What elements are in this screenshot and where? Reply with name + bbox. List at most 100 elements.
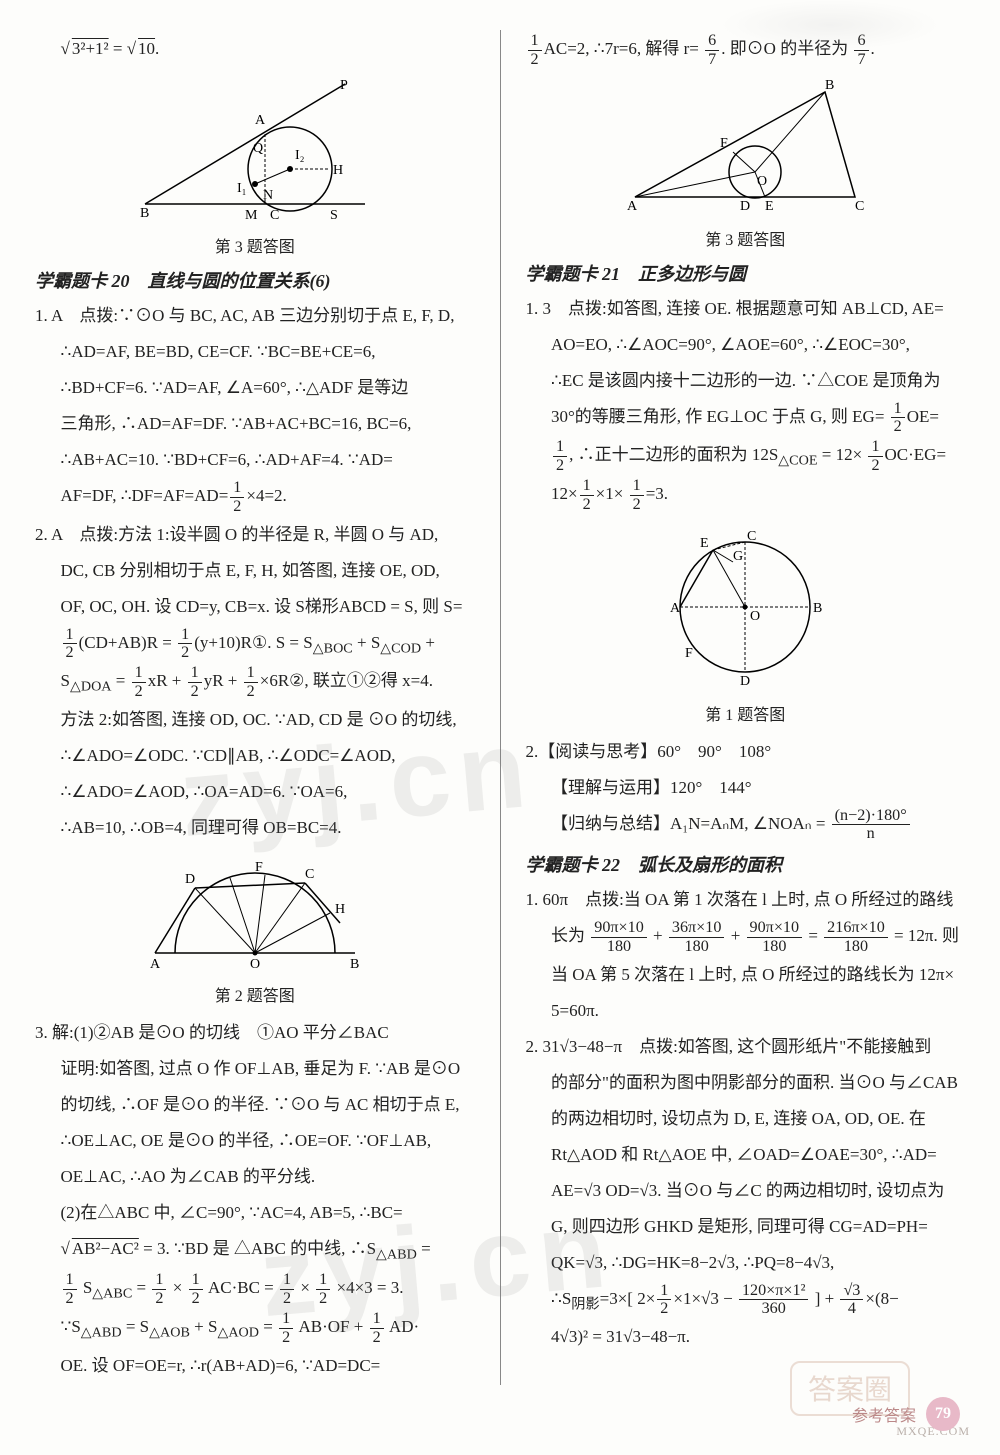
svg-text:O: O [250, 957, 260, 972]
svg-text:A: A [670, 601, 681, 616]
r21-q1-5: 12×12×1× 12=3. [526, 477, 966, 514]
svg-text:B: B [813, 601, 822, 616]
r22-q2-8: 4√3)² = 31√3−48−π. [526, 1320, 966, 1354]
svg-text:A: A [255, 113, 266, 128]
svg-text:B: B [350, 957, 359, 972]
svg-text:F: F [685, 646, 693, 661]
svg-text:C: C [305, 867, 314, 882]
caption-left-2: 第 2 题答图 [35, 982, 475, 1006]
r21-q2-2: 【归纳与总结】A₁N=AₙM, ∠NOAₙ = (n−2)·180°n [526, 807, 966, 844]
r22-q2-4: AE=√3 OD=√3. 当⊙O 与∠C 的两边相切时, 设切点为 [526, 1174, 966, 1208]
caption-right-1: 第 1 题答图 [526, 701, 966, 725]
l20-q2-7: ∴∠ADO=∠AOD, ∴OA=AD=6. ∵OA=6, [35, 775, 475, 809]
l20-q3-4: OE⊥AC, ∴AO 为∠CAB 的平分线. [35, 1160, 475, 1194]
svg-text:N: N [263, 188, 273, 203]
l20-q3-6: √AB²−AC² = 3. ∵BD 是 △ABC 的中线, ∴S△ABD = [35, 1232, 475, 1269]
l20-q1-0: 1. A 点拨:∵⊙O 与 BC, AC, AB 三边分别切于点 E, F, D… [35, 299, 475, 333]
r22-q2-5: G, 则四边形 GHKD 是矩形, 同理可得 CG=AD=PH= [526, 1210, 966, 1244]
svg-text:F: F [720, 136, 728, 151]
svg-text:H: H [333, 163, 343, 178]
svg-text:C: C [270, 208, 279, 223]
page-decoration [720, 0, 940, 50]
r21-q1-3: 30°的等腰三角形, 作 EG⊥OC 于点 G, 则 EG= 12OE= [526, 400, 966, 437]
figure-left-2: A B O D F C H [35, 853, 475, 978]
svg-text:H: H [335, 902, 345, 917]
l20-q1-4: ∴AB+AC=10. ∵BD+CF=6, ∴AD+AF=4. ∵AD= [35, 443, 475, 477]
r22-q1-3: 5=60π. [526, 994, 966, 1028]
left-column: √3²+1² = √10. P A Q I₁ I₂ H N B M [35, 30, 475, 1385]
right-column: 12AC=2, ∴7r=6, 解得 r= 67. 即⊙O 的半径为 67. A … [526, 30, 966, 1385]
l20-q3-9: OE. 设 OF=OE=r, ∴r(AB+AD)=6, ∵AD=DC= [35, 1349, 475, 1383]
page-footer: 参考答案 79 [852, 1397, 960, 1431]
svg-text:I₁: I₁ [237, 181, 247, 196]
r22-q2-7: ∴S阴影=3×[ 2×12×1×√3 − 120×π×1²360 ] + √34… [526, 1282, 966, 1319]
svg-text:P: P [340, 78, 348, 93]
page-content: √3²+1² = √10. P A Q I₁ I₂ H N B M [0, 0, 1000, 1455]
r21-q2-0: 2.【阅读与思考】60° 90° 108° [526, 735, 966, 769]
r22-q2-3: Rt△AOD 和 Rt△AOE 中, ∠OAD=∠OAE=30°, ∴AD= [526, 1138, 966, 1172]
svg-text:G: G [733, 549, 743, 564]
figure-right-3: A B C D E F O [526, 77, 966, 222]
r22-q2-0: 2. 31√3−48−π 点拨:如答图, 这个圆形纸片"不能接触到 [526, 1030, 966, 1064]
svg-text:F: F [255, 860, 263, 875]
r22-q1-2: 当 OA 第 5 次落在 l 上时, 点 O 所经过的路线长为 12π× [526, 958, 966, 992]
footer-label: 参考答案 [852, 1402, 916, 1426]
svg-text:C: C [747, 529, 756, 544]
svg-text:D: D [740, 674, 750, 689]
figure-right-1: A B C D E F G O [526, 522, 966, 697]
l20-q2-6: ∴∠ADO=∠ODC. ∵CD∥AB, ∴∠ODC=∠AOD, [35, 739, 475, 773]
r22-q2-6: QK=√3, ∴DG=HK=8−2√3, ∴PQ=8−4√3, [526, 1246, 966, 1280]
figure-left-3: P A Q I₁ I₂ H N B M C S [35, 74, 475, 229]
l20-q3-8: ∵S△ABD = S△AOB + S△AOD = 12 AB·OF + 12 A… [35, 1310, 475, 1347]
r22-q1-0: 1. 60π 点拨:当 OA 第 1 次落在 l 上时, 点 O 所经过的路线 [526, 883, 966, 917]
l20-q2-8: ∴AB=10, ∴OB=4, 同理可得 OB=BC=4. [35, 811, 475, 845]
l20-q1-5: AF=DF, ∴DF=AF=AD=12×4=2. [35, 479, 475, 516]
page-number: 79 [926, 1397, 960, 1431]
svg-text:E: E [765, 199, 774, 214]
l20-q3-0: 3. 解:(1)②AB 是⊙O 的切线 ①AO 平分∠BAC [35, 1016, 475, 1050]
r21-q1-1: AO=EO, ∴∠AOC=90°, ∠AOE=60°, ∴∠EOC=30°, [526, 328, 966, 362]
l20-q3-5: (2)在△ABC 中, ∠C=90°, ∵AC=4, AB=5, ∴BC= [35, 1196, 475, 1230]
svg-text:Q: Q [253, 141, 263, 156]
l20-q2-4: S△DOA = 12xR + 12yR + 12×6R②, 联立①②得 x=4. [35, 664, 475, 701]
l20-q1-2: ∴BD+CF=6. ∵AD=AF, ∠A=60°, ∴△ADF 是等边 [35, 371, 475, 405]
r21-q2-1: 【理解与运用】120° 144° [526, 771, 966, 805]
l20-q2-2: OF, OC, OH. 设 CD=y, CB=x. 设 S梯形ABCD = S,… [35, 590, 475, 624]
svg-text:A: A [150, 957, 161, 972]
l20-q3-2: 的切线, ∴OF 是⊙O 的半径. ∵⊙O 与 AC 相切于点 E, [35, 1088, 475, 1122]
svg-text:I₂: I₂ [295, 148, 305, 163]
expr-top-left: √3²+1² = √10. [35, 32, 475, 66]
section-20-title: 学霸题卡 20 直线与圆的位置关系(6) [35, 267, 475, 293]
l20-q1-1: ∴AD=AF, BE=BD, CE=CF. ∵BC=BE+CE=6, [35, 335, 475, 369]
svg-text:O: O [750, 609, 760, 624]
r22-q1-1: 长为 90π×10180 + 36π×10180 + 90π×10180 = 2… [526, 919, 966, 956]
svg-text:B: B [825, 78, 834, 93]
r21-q1-0: 1. 3 点拨:如答图, 连接 OE. 根据题意可知 AB⊥CD, AE= [526, 292, 966, 326]
svg-text:M: M [245, 208, 258, 223]
svg-text:C: C [855, 199, 864, 214]
l20-q2-3: 12(CD+AB)R = 12(y+10)R①. S = S△BOC + S△C… [35, 626, 475, 663]
svg-text:S: S [330, 208, 338, 223]
svg-text:A: A [627, 199, 638, 214]
l20-q2-5: 方法 2:如答图, 连接 OD, OC. ∵AD, CD 是 ⊙O 的切线, [35, 703, 475, 737]
l20-q2-0: 2. A 点拨:方法 1:设半圆 O 的半径是 R, 半圆 O 与 AD, [35, 518, 475, 552]
section-22-title: 学霸题卡 22 弧长及扇形的面积 [526, 851, 966, 877]
svg-text:O: O [757, 174, 767, 189]
caption-left-3: 第 3 题答图 [35, 233, 475, 257]
r22-q2-2: 的两边相切时, 设切点为 D, E, 连接 OA, OD, OE. 在 [526, 1102, 966, 1136]
caption-right-3: 第 3 题答图 [526, 226, 966, 250]
l20-q3-1: 证明:如答图, 过点 O 作 OF⊥AB, 垂足为 F. ∵AB 是⊙O [35, 1052, 475, 1086]
l20-q1-3: 三角形, ∴AD=AF=DF. ∵AB+AC+BC=16, BC=6, [35, 407, 475, 441]
section-21-title: 学霸题卡 21 正多边形与圆 [526, 260, 966, 286]
r21-q1-4: 12, ∴正十二边形的面积为 12S△COE = 12× 12OC·EG= [526, 438, 966, 475]
svg-text:E: E [700, 536, 709, 551]
l20-q3-7: 12 S△ABC = 12 × 12 AC·BC = 12 × 12 ×4×3 … [35, 1271, 475, 1308]
r22-q2-1: 的部分"的面积为图中阴影部分的面积. 当⊙O 与∠CAB [526, 1066, 966, 1100]
l20-q3-3: ∴OE⊥AC, OE 是⊙O 的半径, ∴OE=OF. ∵OF⊥AB, [35, 1124, 475, 1158]
l20-q2-1: DC, CB 分别相切于点 E, F, H, 如答图, 连接 OE, OD, [35, 554, 475, 588]
column-divider [500, 30, 501, 1385]
svg-text:B: B [140, 206, 149, 221]
svg-text:D: D [185, 872, 195, 887]
svg-text:D: D [740, 199, 750, 214]
r21-q1-2: ∴EC 是该圆内接十二边形的一边. ∵△COE 是顶角为 [526, 364, 966, 398]
